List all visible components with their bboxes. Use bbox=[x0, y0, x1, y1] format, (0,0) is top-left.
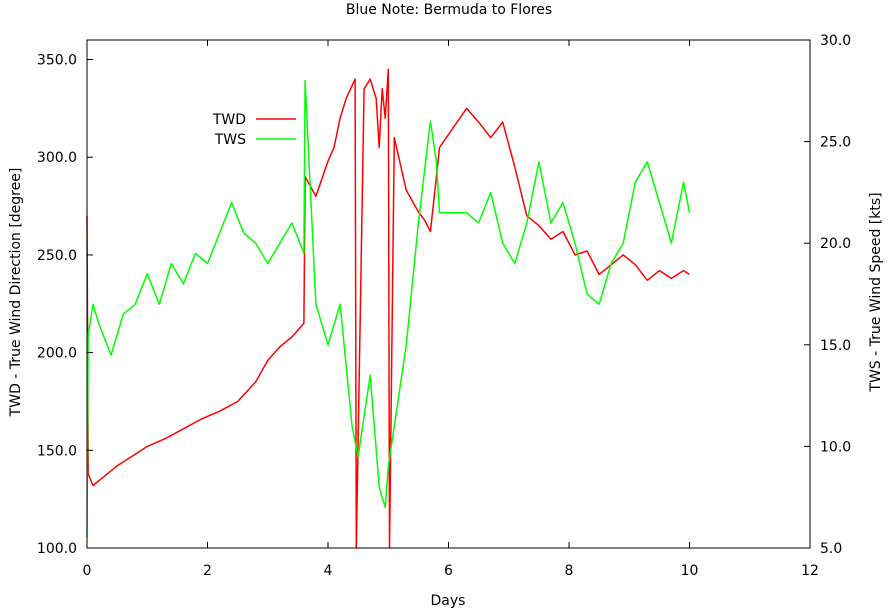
y-left-tick-label: 100.0 bbox=[37, 541, 77, 557]
series-layer bbox=[86, 68, 691, 549]
legend-label-twd: TWD bbox=[212, 112, 246, 128]
x-tick-label: 6 bbox=[444, 563, 453, 579]
y-left-tick-label: 300.0 bbox=[37, 150, 77, 166]
y-right-tick-label: 30.0 bbox=[820, 33, 851, 49]
x-axis-label: Days bbox=[431, 593, 466, 609]
y-left-tick-label: 250.0 bbox=[37, 248, 77, 264]
x-tick-label: 12 bbox=[801, 563, 819, 579]
plot-frame bbox=[86, 39, 811, 549]
x-tick-label: 0 bbox=[83, 563, 92, 579]
x-tick-label: 10 bbox=[681, 563, 699, 579]
y-right-tick-label: 15.0 bbox=[820, 338, 851, 354]
series-tws-line bbox=[86, 79, 691, 538]
tick-layer: 0 2 4 6 8 10 12 100.0 150.0 200.0 250.0 300.0 350.0 5… bbox=[37, 33, 851, 579]
y-left-tick-label: 350.0 bbox=[37, 53, 77, 69]
y-right-tick-label: 5.0 bbox=[820, 541, 842, 557]
y-right-tick-label: 20.0 bbox=[820, 236, 851, 252]
x-tick-label: 4 bbox=[324, 563, 333, 579]
legend: TWD TWS bbox=[212, 112, 296, 148]
y-axis-label-right: TWS - True Wind Speed [kts] bbox=[868, 192, 884, 392]
y-left-tick-label: 150.0 bbox=[37, 443, 77, 459]
y-axis-label-left: TWD - True Wind Direction [degree] bbox=[8, 168, 24, 418]
legend-label-tws: TWS bbox=[214, 132, 246, 148]
x-tick-label: 2 bbox=[203, 563, 212, 579]
chart-title: Blue Note: Bermuda to Flores bbox=[346, 2, 552, 18]
x-tick-label: 8 bbox=[565, 563, 574, 579]
y-right-tick-label: 25.0 bbox=[820, 135, 851, 151]
y-right-tick-label: 10.0 bbox=[820, 439, 851, 455]
y-left-tick-label: 200.0 bbox=[37, 346, 77, 362]
